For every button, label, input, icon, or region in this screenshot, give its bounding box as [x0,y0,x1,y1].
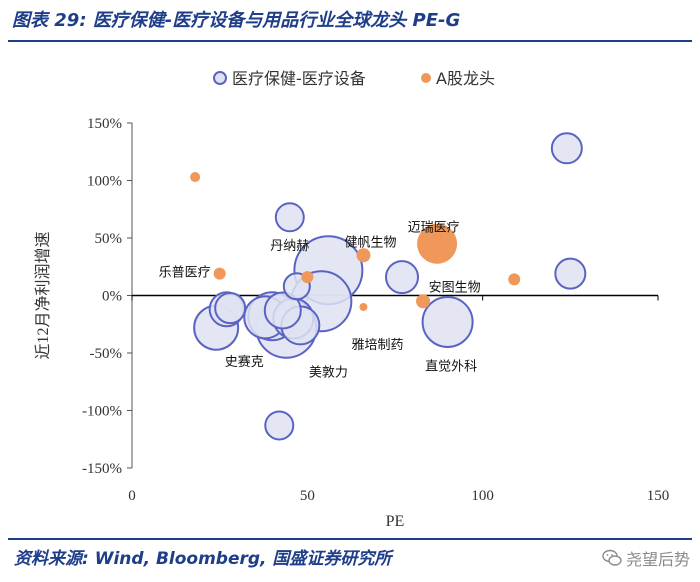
annotation-label: 史赛克 [225,354,264,370]
annotation-label: 美敦力 [309,364,348,380]
a-share-point [416,294,431,309]
y-tick-label: -150% [82,461,122,477]
annotation-label: 健帆生物 [344,235,396,250]
bubble-point [263,291,302,330]
annotation-label: 雅培制药 [351,337,403,353]
annotation-label: 乐普医疗 [159,265,211,280]
y-tick-label: 100% [87,174,122,190]
legend-marker-a-share [421,73,431,83]
footer-rule [8,538,692,540]
annotation-label: 丹纳赫 [270,239,309,254]
pe-g-scatter-chart: 医疗保健-医疗设备 A股龙头 150% 100% 50% 0% -50% -100% -15… [34,69,669,530]
y-tick-label: -100% [82,404,122,420]
y-tick-label: 50% [95,231,123,247]
chart-title: 图表 29: 医疗保健-医疗设备与用品行业全球龙头 PE-G [12,10,461,31]
a-share-point [417,223,458,264]
a-share-series [190,172,521,311]
bubble-series [193,132,587,441]
watermark: 尧望后势 [602,546,690,570]
legend-marker-bubble [213,71,227,85]
bubble-point [554,257,587,290]
source-note: 资料来源: Wind, Bloomberg, 国盛证券研究所 [14,549,392,569]
bubble-point [550,132,583,165]
annotation-label: 直觉外科 [425,360,477,375]
a-share-point [213,267,226,280]
y-tick-label: 150% [87,116,122,132]
a-share-point [190,172,201,183]
x-tick-label: 100 [471,488,494,504]
y-axis-title: 近12月净利润增速 [34,231,52,359]
bubble-point [421,295,474,348]
bubble-point [264,410,295,441]
bubble-point [274,202,305,233]
title-rule [8,40,692,42]
a-share-point [301,271,314,284]
x-tick-label: 150 [647,488,670,504]
annotation-label: 迈瑞医疗 [408,221,460,236]
x-tick-label: 0 [128,488,136,504]
a-share-point [508,273,521,286]
a-share-point [359,303,368,311]
watermark-text: 尧望后势 [625,550,690,569]
y-tick-label: -50% [90,346,123,362]
legend-label-a-share: A股龙头 [436,69,495,88]
axes: 150% 100% 50% 0% -50% -100% -150% 0 50 100 150 PE 近1… [34,116,669,530]
bubble-point [214,292,247,325]
bubble-point [385,260,420,295]
annotation-label: 安图生物 [429,280,481,295]
x-axis-title: PE [386,513,405,530]
legend: 医疗保健-医疗设备 A股龙头 [213,69,495,88]
y-tick-label: 0% [102,289,122,305]
x-tick-label: 50 [300,488,315,504]
wechat-icon [602,549,622,566]
legend-label-bubble: 医疗保健-医疗设备 [232,69,366,88]
a-share-point [356,248,371,263]
